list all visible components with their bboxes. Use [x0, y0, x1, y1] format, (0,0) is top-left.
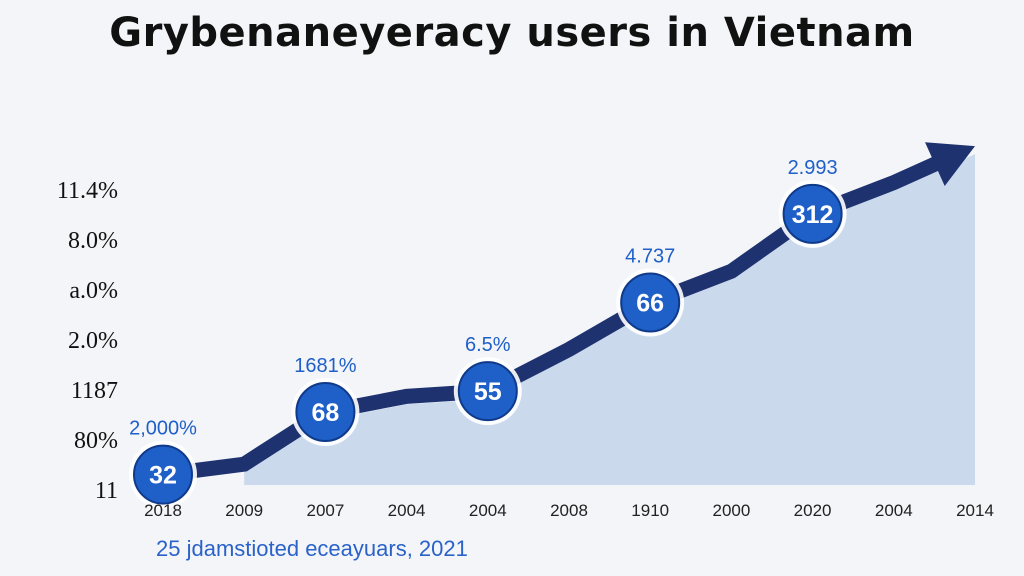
- x-tick-label: 2014: [956, 501, 994, 520]
- y-tick-label: 80%: [74, 428, 118, 454]
- x-tick-label: 2007: [306, 501, 344, 520]
- x-tick-label: 2018: [144, 501, 182, 520]
- marker-annotation: 4.737: [625, 246, 675, 268]
- marker-annotation: 6.5%: [465, 334, 511, 356]
- x-tick-label: 2008: [550, 501, 588, 520]
- y-tick-label: 1187: [71, 378, 118, 404]
- data-marker: [295, 382, 356, 442]
- marker-annotation: 2,000%: [129, 418, 197, 440]
- y-tick-label: a.0%: [69, 278, 118, 304]
- x-tick-label: 2009: [225, 501, 263, 520]
- data-marker: [133, 444, 193, 505]
- x-tick-label: 2004: [875, 501, 913, 520]
- y-tick-label: 8.0%: [68, 228, 118, 254]
- marker-value-label: 312: [792, 201, 834, 229]
- trend-arrow-head: [925, 142, 975, 187]
- chart-caption: 25 jdamstioted eceayuars, 2021: [156, 536, 468, 561]
- marker-annotation: 2.993: [788, 157, 838, 179]
- x-tick-label: 2004: [388, 501, 426, 520]
- y-tick-label: 11: [95, 478, 118, 504]
- x-tick-label: 1910: [631, 501, 669, 520]
- x-tick-label: 2020: [794, 501, 832, 520]
- y-tick-label: 11.4%: [57, 178, 118, 204]
- data-marker: [457, 361, 518, 422]
- marker-value-label: 32: [149, 462, 177, 490]
- chart-title: Grybenaneyeracy users in Vietnam: [109, 10, 915, 56]
- data-marker: [782, 183, 843, 244]
- marker-value-label: 66: [636, 290, 664, 318]
- area-fill: [244, 134, 975, 485]
- marker-value-label: 55: [474, 378, 502, 406]
- marker-value-label: 68: [311, 399, 339, 427]
- marker-annotation: 1681%: [294, 355, 356, 377]
- data-marker: [620, 272, 681, 333]
- x-tick-label: 2000: [712, 501, 750, 520]
- x-tick-label: 2004: [469, 501, 507, 520]
- y-tick-label: 2.0%: [68, 328, 118, 354]
